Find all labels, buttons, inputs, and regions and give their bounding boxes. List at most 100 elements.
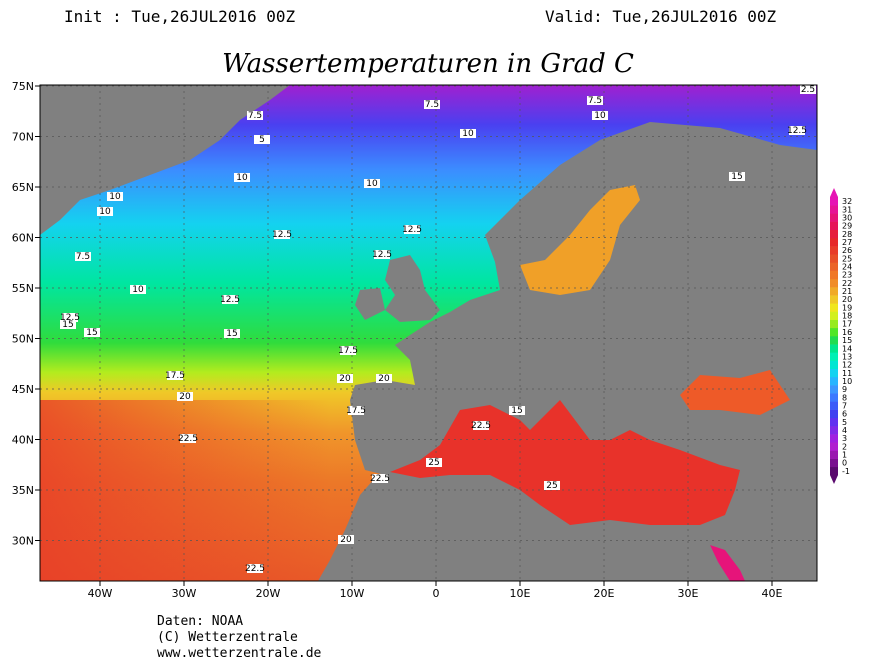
lat-label: 40N	[12, 434, 34, 447]
colorbar-swatch	[830, 417, 838, 427]
colorbar-swatch	[830, 336, 838, 345]
colorbar-swatch	[830, 270, 838, 280]
contour-label-bg	[592, 111, 608, 120]
colorbar-label: 0	[842, 459, 847, 468]
contour-label-bg	[224, 329, 240, 338]
contour-label: 10	[109, 192, 121, 202]
colorbar-swatch	[830, 393, 838, 402]
contour-label-bg	[247, 111, 263, 120]
contour-label-bg	[167, 371, 183, 380]
colorbar-swatch	[830, 450, 838, 459]
colorbar-label: 23	[842, 271, 852, 280]
ocean-warm	[40, 400, 340, 581]
contour-label: 15	[511, 406, 522, 416]
colorbar-swatch	[830, 205, 838, 214]
colorbar-label: 11	[842, 369, 852, 378]
contour-label: 20	[339, 374, 351, 384]
colorbar-label: 15	[842, 336, 852, 345]
mediterranean	[390, 400, 740, 525]
colorbar-label: 7	[842, 402, 847, 411]
colorbar-swatch	[830, 303, 838, 312]
lon-label: 10W	[340, 587, 365, 600]
init-time: Init : Tue,26JUL2016 00Z	[64, 7, 296, 26]
lat-label: 45N	[12, 383, 34, 396]
red-sea	[710, 545, 745, 581]
colorbar-label: 22	[842, 279, 852, 288]
contour-label-bg	[789, 126, 805, 135]
contour-label-bg	[62, 313, 78, 322]
contour-label-bg	[587, 96, 603, 105]
website: www.wetterzentrale.de	[157, 646, 322, 661]
colorbar-label: 17	[842, 320, 852, 329]
contour-label: 22.5	[370, 474, 390, 484]
contour-label: 7.5	[248, 111, 262, 121]
colorbar-swatch	[830, 286, 838, 296]
contour-label-bg	[84, 328, 100, 337]
contour-label: 10	[366, 179, 378, 189]
colorbar-label: 14	[842, 344, 852, 353]
lat-label: 70N	[12, 131, 34, 144]
colorbar-swatch	[830, 221, 838, 231]
contour-label-bg	[180, 434, 196, 443]
colorbar-swatch	[830, 278, 838, 288]
baltic-sea	[520, 185, 640, 295]
lat-label: 30N	[12, 535, 34, 548]
colorbar-swatch	[830, 229, 838, 239]
colorbar: -101234567891011121314151617181920212223…	[830, 188, 852, 484]
colorbar-label: 9	[842, 385, 847, 394]
colorbar-label: 24	[842, 263, 852, 272]
contour-label-bg	[337, 374, 353, 383]
contour-label: 17.5	[165, 371, 185, 381]
colorbar-label: 2	[842, 442, 847, 451]
map-frame	[39, 84, 818, 582]
lat-label: 65N	[12, 181, 34, 194]
contour-label-bg	[424, 100, 440, 109]
contour-label: 7.5	[425, 100, 439, 110]
colorbar-label: 1	[842, 451, 847, 460]
contour-label: 7.5	[76, 252, 90, 262]
contour-label: 20	[179, 392, 191, 402]
contour-label: 12.5	[372, 250, 392, 260]
contour-label-bg	[729, 172, 745, 181]
contour-label-bg	[107, 192, 123, 201]
contour-label-bg	[473, 421, 489, 430]
lon-label: 20W	[256, 587, 281, 600]
colorbar-swatch	[830, 254, 838, 263]
lon-label: 30E	[678, 587, 699, 600]
colorbar-swatch	[830, 425, 838, 435]
colorbar-label: 18	[842, 312, 852, 321]
colorbar-label: 8	[842, 393, 847, 402]
contour-label: 7.5	[588, 96, 602, 106]
colorbar-swatch	[830, 409, 838, 419]
colorbar-swatch	[830, 311, 838, 320]
black-sea	[680, 370, 790, 415]
colorbar-swatch	[830, 262, 838, 271]
contour-label: 15	[731, 172, 742, 182]
contour-label-bg	[60, 320, 76, 329]
contour-label: 25	[428, 458, 439, 468]
colorbar-label: 12	[842, 361, 852, 370]
contour-label: 17.5	[338, 346, 358, 356]
lat-label: 55N	[12, 282, 34, 295]
colorbar-label: 16	[842, 328, 852, 337]
contour-label-bg	[274, 230, 290, 239]
contour-label-bg	[374, 250, 390, 259]
contour-label: 15	[226, 329, 237, 339]
lat-label: 75N	[12, 80, 34, 93]
contour-label: 22.5	[245, 564, 265, 574]
contour-label: 10	[594, 111, 606, 121]
ireland	[355, 288, 385, 320]
colorbar-swatch	[830, 434, 838, 443]
contour-label-bg	[348, 406, 364, 415]
lon-label: 30W	[172, 587, 197, 600]
lat-label: 50N	[12, 333, 34, 346]
contour-label: 10	[132, 285, 144, 295]
colorbar-swatch	[830, 197, 838, 206]
colorbar-label: 19	[842, 303, 852, 312]
contour-label: 25	[546, 481, 557, 491]
contour-label: 12.5	[272, 230, 292, 240]
colorbar-label: 27	[842, 238, 852, 247]
lon-label: 40E	[762, 587, 783, 600]
lon-label: 10E	[510, 587, 531, 600]
